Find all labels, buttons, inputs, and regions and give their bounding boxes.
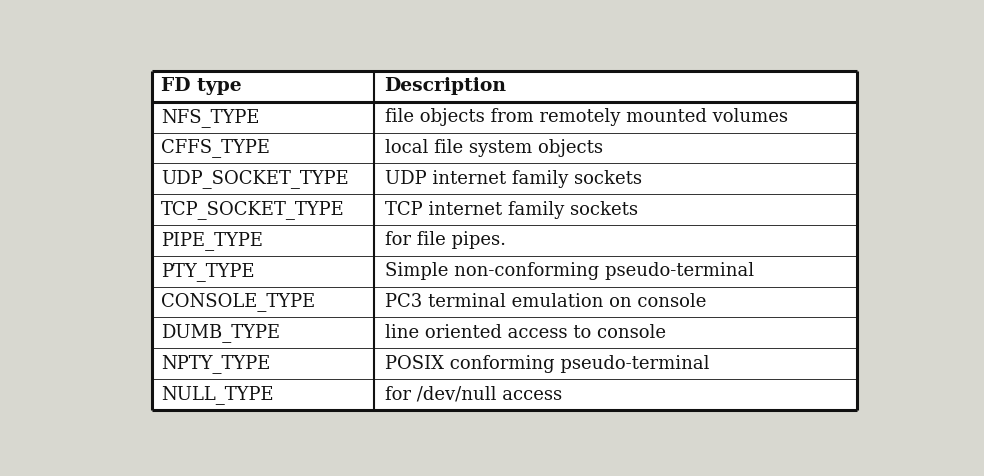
Text: NFS_TYPE: NFS_TYPE bbox=[161, 108, 260, 127]
Text: Description: Description bbox=[385, 78, 507, 96]
Text: line oriented access to console: line oriented access to console bbox=[385, 324, 665, 342]
Text: CONSOLE_TYPE: CONSOLE_TYPE bbox=[161, 292, 316, 311]
Text: for /dev/null access: for /dev/null access bbox=[385, 385, 562, 403]
Text: TCP internet family sockets: TCP internet family sockets bbox=[385, 200, 638, 218]
Text: Simple non-conforming pseudo-terminal: Simple non-conforming pseudo-terminal bbox=[385, 262, 754, 280]
Text: NPTY_TYPE: NPTY_TYPE bbox=[161, 354, 271, 373]
Text: for file pipes.: for file pipes. bbox=[385, 231, 506, 249]
Text: TCP_SOCKET_TYPE: TCP_SOCKET_TYPE bbox=[161, 200, 344, 219]
Text: UDP_SOCKET_TYPE: UDP_SOCKET_TYPE bbox=[161, 169, 349, 188]
Text: CFFS_TYPE: CFFS_TYPE bbox=[161, 139, 271, 158]
Text: DUMB_TYPE: DUMB_TYPE bbox=[161, 323, 280, 342]
Text: PTY_TYPE: PTY_TYPE bbox=[161, 262, 255, 281]
Text: PIPE_TYPE: PIPE_TYPE bbox=[161, 231, 263, 250]
Text: UDP internet family sockets: UDP internet family sockets bbox=[385, 170, 642, 188]
Text: POSIX conforming pseudo-terminal: POSIX conforming pseudo-terminal bbox=[385, 355, 709, 373]
Text: file objects from remotely mounted volumes: file objects from remotely mounted volum… bbox=[385, 108, 787, 126]
Text: PC3 terminal emulation on console: PC3 terminal emulation on console bbox=[385, 293, 706, 311]
Text: NULL_TYPE: NULL_TYPE bbox=[161, 385, 274, 404]
Text: local file system objects: local file system objects bbox=[385, 139, 602, 157]
Text: FD type: FD type bbox=[161, 78, 242, 96]
